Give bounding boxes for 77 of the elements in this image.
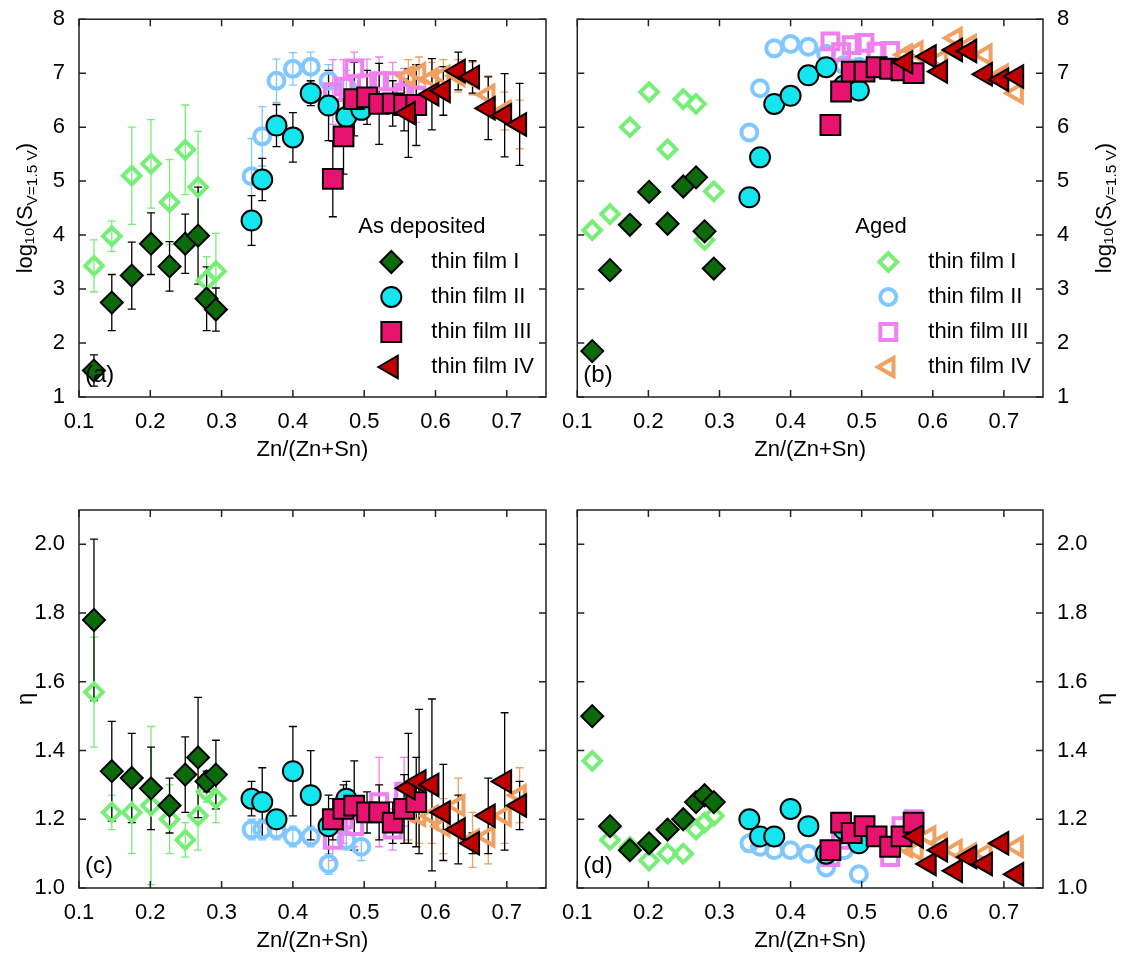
y-tick-label: 5 <box>52 167 65 193</box>
x-tick-label: 0.3 <box>206 899 237 925</box>
legend-label: thin film II <box>928 283 1023 309</box>
legend-label: thin film III <box>928 318 1029 344</box>
y-tick-label: 1.4 <box>34 736 65 762</box>
y-tick-label: 2 <box>52 329 65 355</box>
x-tick-label: 0.1 <box>561 899 593 925</box>
x-tick-label: 0.7 <box>988 408 1020 434</box>
y2-tick-label: 1.0 <box>1057 874 1088 900</box>
x-tick-label: 0.2 <box>633 408 664 434</box>
x-tick-label: 0.1 <box>63 899 95 925</box>
y2-tick-label: 1.2 <box>1057 805 1088 831</box>
y-tick-label: 1 <box>52 383 65 409</box>
legend-label: thin film III <box>431 318 532 344</box>
annotation: (d) <box>583 850 613 878</box>
x-tick-label: 0.4 <box>277 408 309 434</box>
x-tick-label: 0.3 <box>704 899 735 925</box>
x-tick-label: 0.2 <box>135 408 166 434</box>
legend-label: thin film IV <box>928 353 1032 379</box>
x-tick-label: 0.5 <box>348 408 380 434</box>
legend-label: thin film II <box>431 283 526 309</box>
x-tick-label: 0.5 <box>348 899 380 925</box>
x-tick-label: 0.3 <box>206 408 237 434</box>
legend-title: Aged <box>855 213 907 239</box>
x-tick-label: 0.2 <box>633 899 664 925</box>
y-tick-label: 4 <box>52 221 65 247</box>
y-axis-title: η <box>12 692 38 706</box>
legend-label: thin film IV <box>431 353 535 379</box>
annotation: (c) <box>85 850 113 878</box>
y2-tick-label: 5 <box>1057 167 1070 193</box>
x-tick-label: 0.4 <box>775 408 806 434</box>
x-tick-label: 0.6 <box>420 899 451 925</box>
y2-tick-label: 7 <box>1057 59 1070 85</box>
y2-tick-label: 3 <box>1057 275 1070 301</box>
y-axis-title: log₁₀(SV=1.5 V) <box>12 142 40 274</box>
y-tick-label: 1.8 <box>34 599 65 625</box>
annotation: (b) <box>583 359 613 387</box>
y2-tick-label: 1.6 <box>1057 667 1088 693</box>
x-tick-label: 0.3 <box>704 408 735 434</box>
x-tick-label: 0.2 <box>135 899 166 925</box>
legend-title: As deposited <box>358 213 486 239</box>
y-tick-label: 6 <box>52 113 65 139</box>
y-tick-label: 8 <box>52 5 65 31</box>
x-tick-label: 0.4 <box>775 899 806 925</box>
y-tick-label: 1.2 <box>34 805 65 831</box>
x-axis-title: Zn/(Zn+Sn) <box>256 927 369 953</box>
x-tick-label: 0.7 <box>491 408 523 434</box>
y2-tick-label: 2 <box>1057 329 1070 355</box>
x-tick-label: 0.1 <box>63 408 95 434</box>
x-tick-label: 0.5 <box>846 899 877 925</box>
x-tick-label: 0.1 <box>561 408 593 434</box>
y-tick-label: 1.6 <box>34 667 65 693</box>
y2-tick-label: 6 <box>1057 113 1070 139</box>
y2-tick-label: 2.0 <box>1057 530 1088 556</box>
legend-label: thin film I <box>928 248 1017 274</box>
legend-label: thin film I <box>431 248 520 274</box>
x-axis-title: Zn/(Zn+Sn) <box>754 927 867 953</box>
x-tick-label: 0.6 <box>917 899 949 925</box>
y2-tick-label: 4 <box>1057 221 1070 247</box>
y2-tick-label: 1.8 <box>1057 599 1088 625</box>
y-tick-label: 2.0 <box>34 530 65 556</box>
y2-tick-label: 1.4 <box>1057 736 1088 762</box>
y-tick-label: 7 <box>52 59 65 85</box>
x-tick-label: 0.6 <box>917 408 949 434</box>
y-tick-label: 1.0 <box>34 874 65 900</box>
x-tick-label: 0.6 <box>420 408 451 434</box>
x-axis-title: Zn/(Zn+Sn) <box>754 436 867 462</box>
x-tick-label: 0.5 <box>846 408 877 434</box>
x-tick-label: 0.7 <box>491 899 523 925</box>
x-tick-label: 0.4 <box>277 899 309 925</box>
y2-tick-label: 1 <box>1057 383 1070 409</box>
y2-tick-label: 8 <box>1057 5 1070 31</box>
x-axis-title: Zn/(Zn+Sn) <box>256 436 369 462</box>
x-tick-label: 0.7 <box>988 899 1020 925</box>
y-tick-label: 3 <box>52 275 65 301</box>
y2-axis-title: log₁₀(SV=1.5 V) <box>1091 142 1119 274</box>
y2-axis-title: η <box>1091 692 1117 706</box>
